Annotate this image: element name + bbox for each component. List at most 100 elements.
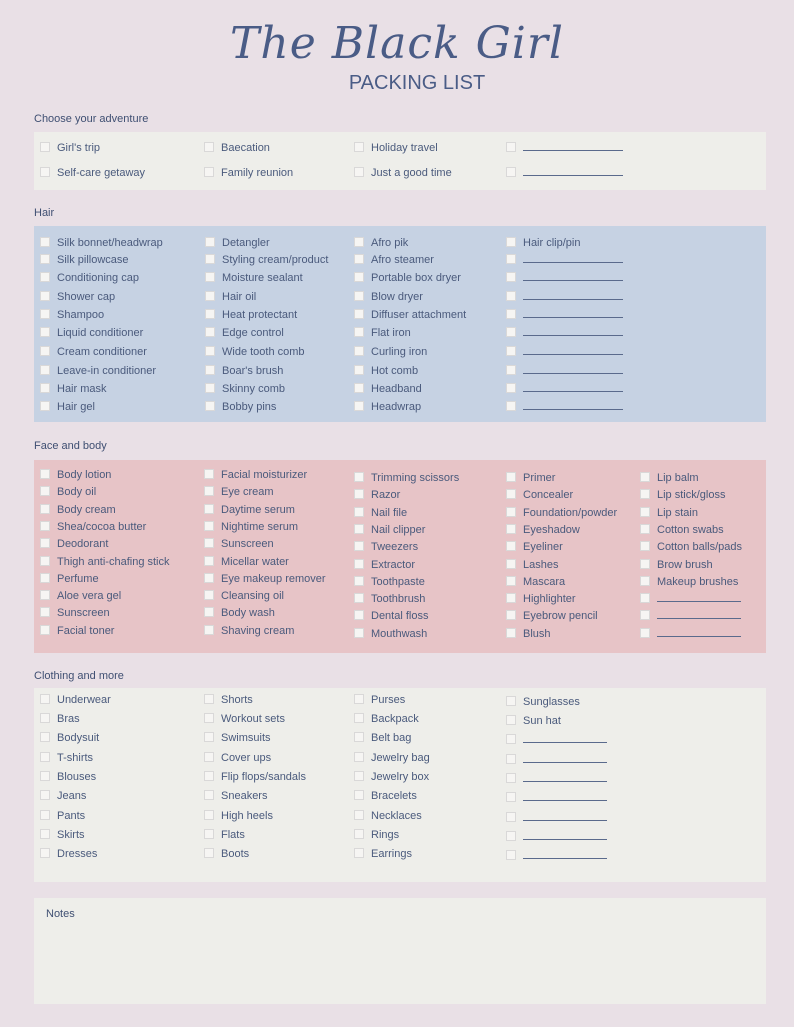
checkbox[interactable] (506, 472, 516, 482)
blank-write-in-line[interactable] (657, 601, 741, 602)
blank-write-in-line[interactable] (523, 781, 607, 782)
blank-write-in-line[interactable] (523, 858, 607, 859)
checkbox[interactable] (506, 524, 516, 534)
checkbox[interactable] (354, 732, 364, 742)
checkbox[interactable] (640, 576, 650, 586)
checkbox[interactable] (354, 346, 364, 356)
checkbox[interactable] (354, 541, 364, 551)
blank-write-in-line[interactable] (523, 762, 607, 763)
checkbox[interactable] (204, 607, 214, 617)
checkbox[interactable] (204, 848, 214, 858)
blank-write-in-line[interactable] (657, 618, 741, 619)
checkbox[interactable] (354, 790, 364, 800)
checkbox[interactable] (204, 810, 214, 820)
checkbox[interactable] (354, 576, 364, 586)
checkbox[interactable] (205, 309, 215, 319)
checkbox[interactable] (506, 610, 516, 620)
checkbox[interactable] (204, 486, 214, 496)
checkbox[interactable] (40, 590, 50, 600)
blank-write-in-line[interactable] (523, 317, 623, 318)
checkbox[interactable] (40, 829, 50, 839)
checkbox[interactable] (40, 401, 50, 411)
checkbox[interactable] (506, 593, 516, 603)
checkbox[interactable] (354, 272, 364, 282)
checkbox[interactable] (40, 732, 50, 742)
checkbox[interactable] (354, 401, 364, 411)
checkbox[interactable] (204, 573, 214, 583)
checkbox[interactable] (354, 628, 364, 638)
checkbox[interactable] (40, 237, 50, 247)
checkbox[interactable] (204, 469, 214, 479)
checkbox[interactable] (506, 254, 516, 264)
checkbox[interactable] (204, 556, 214, 566)
blank-write-in-line[interactable] (523, 175, 623, 176)
checkbox[interactable] (40, 607, 50, 617)
notes-panel[interactable]: Notes (34, 898, 766, 1004)
checkbox[interactable] (354, 610, 364, 620)
checkbox[interactable] (40, 625, 50, 635)
checkbox[interactable] (506, 167, 516, 177)
checkbox[interactable] (506, 773, 516, 783)
checkbox[interactable] (204, 732, 214, 742)
checkbox[interactable] (40, 291, 50, 301)
blank-write-in-line[interactable] (523, 800, 607, 801)
blank-write-in-line[interactable] (523, 262, 623, 263)
checkbox[interactable] (506, 715, 516, 725)
checkbox[interactable] (40, 573, 50, 583)
checkbox[interactable] (205, 237, 215, 247)
checkbox[interactable] (354, 327, 364, 337)
checkbox[interactable] (40, 309, 50, 319)
checkbox[interactable] (40, 556, 50, 566)
checkbox[interactable] (205, 346, 215, 356)
checkbox[interactable] (506, 754, 516, 764)
checkbox[interactable] (506, 327, 516, 337)
checkbox[interactable] (354, 593, 364, 603)
checkbox[interactable] (204, 167, 214, 177)
checkbox[interactable] (354, 810, 364, 820)
checkbox[interactable] (354, 829, 364, 839)
checkbox[interactable] (40, 365, 50, 375)
blank-write-in-line[interactable] (523, 299, 623, 300)
checkbox[interactable] (204, 694, 214, 704)
checkbox[interactable] (506, 365, 516, 375)
checkbox[interactable] (40, 713, 50, 723)
checkbox[interactable] (40, 810, 50, 820)
checkbox[interactable] (204, 829, 214, 839)
blank-write-in-line[interactable] (523, 391, 623, 392)
checkbox[interactable] (204, 752, 214, 762)
checkbox[interactable] (354, 309, 364, 319)
checkbox[interactable] (40, 521, 50, 531)
checkbox[interactable] (204, 713, 214, 723)
checkbox[interactable] (640, 507, 650, 517)
checkbox[interactable] (40, 504, 50, 514)
checkbox[interactable] (506, 401, 516, 411)
checkbox[interactable] (354, 507, 364, 517)
checkbox[interactable] (354, 771, 364, 781)
checkbox[interactable] (205, 291, 215, 301)
checkbox[interactable] (506, 489, 516, 499)
blank-write-in-line[interactable] (523, 373, 623, 374)
checkbox[interactable] (205, 254, 215, 264)
checkbox[interactable] (205, 401, 215, 411)
checkbox[interactable] (40, 383, 50, 393)
checkbox[interactable] (506, 142, 516, 152)
checkbox[interactable] (354, 237, 364, 247)
checkbox[interactable] (506, 812, 516, 822)
checkbox[interactable] (204, 521, 214, 531)
checkbox[interactable] (354, 752, 364, 762)
blank-write-in-line[interactable] (523, 150, 623, 151)
blank-write-in-line[interactable] (523, 820, 607, 821)
checkbox[interactable] (506, 272, 516, 282)
checkbox[interactable] (354, 472, 364, 482)
blank-write-in-line[interactable] (523, 409, 623, 410)
checkbox[interactable] (40, 486, 50, 496)
checkbox[interactable] (640, 610, 650, 620)
checkbox[interactable] (205, 272, 215, 282)
checkbox[interactable] (40, 469, 50, 479)
checkbox[interactable] (506, 291, 516, 301)
checkbox[interactable] (506, 237, 516, 247)
checkbox[interactable] (40, 254, 50, 264)
blank-write-in-line[interactable] (523, 335, 623, 336)
checkbox[interactable] (205, 365, 215, 375)
blank-write-in-line[interactable] (523, 280, 623, 281)
